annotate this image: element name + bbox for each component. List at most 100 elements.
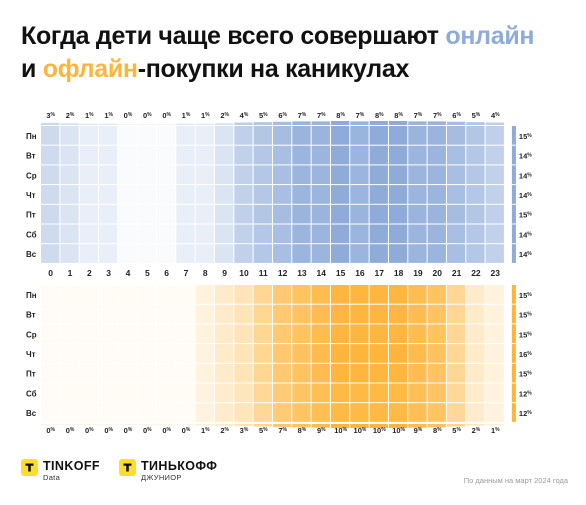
heatmap-cell bbox=[311, 403, 330, 422]
heatmap-cell bbox=[485, 344, 504, 363]
heatmap-cell bbox=[60, 285, 79, 304]
hour-label: 4 bbox=[126, 268, 131, 278]
heatmap-cell bbox=[253, 165, 272, 185]
heatmap-cell bbox=[98, 383, 118, 403]
heatmap-cell bbox=[350, 383, 369, 403]
heatmap-cell bbox=[369, 165, 388, 185]
heatmap-cell bbox=[408, 344, 427, 363]
day-total-bar bbox=[511, 344, 516, 363]
hour-label: 18 bbox=[394, 268, 404, 278]
hour-total-bar bbox=[350, 424, 369, 428]
heatmap-cell bbox=[446, 324, 466, 344]
day-total-bar bbox=[511, 324, 516, 344]
heatmap-cell bbox=[60, 145, 79, 165]
hour-total-bar bbox=[369, 424, 388, 428]
hour-total-bar bbox=[41, 122, 60, 126]
heatmap-cell bbox=[350, 126, 369, 145]
heatmap-cell bbox=[41, 165, 60, 185]
heatmap-cell bbox=[176, 244, 195, 263]
heatmap-cell bbox=[427, 165, 446, 185]
heatmap-cell bbox=[60, 224, 79, 244]
heatmap-cell bbox=[234, 344, 253, 363]
hour-total-bar bbox=[156, 424, 176, 425]
hour-total-bar bbox=[176, 123, 195, 126]
heatmap-cell bbox=[388, 126, 408, 145]
heatmap-cell bbox=[195, 403, 214, 422]
heatmap-cell bbox=[156, 224, 176, 244]
day-total-label: 15% bbox=[519, 330, 532, 339]
day-total-label: 15% bbox=[519, 211, 532, 220]
heatmap-cell bbox=[388, 224, 408, 244]
heatmap-cell bbox=[156, 383, 176, 403]
heatmap-cell bbox=[137, 126, 156, 145]
heatmap-cell bbox=[446, 285, 466, 304]
heatmap-cell bbox=[330, 126, 350, 145]
heatmap-cell bbox=[292, 185, 311, 204]
hour-total-label: 7% bbox=[414, 111, 423, 120]
hour-total-label: 2% bbox=[66, 111, 75, 120]
heatmap-cell bbox=[137, 285, 156, 304]
heatmap-cell bbox=[79, 363, 98, 383]
heatmap-cell bbox=[311, 285, 330, 304]
heatmap-cell bbox=[485, 403, 504, 422]
day-total-label: 14% bbox=[519, 171, 532, 180]
heatmap-cell bbox=[118, 126, 137, 145]
heatmap-cell bbox=[234, 285, 253, 304]
day-total-bar bbox=[511, 224, 516, 244]
heatmap-cell bbox=[427, 244, 446, 263]
heatmap-cell bbox=[60, 126, 79, 145]
day-total-label: 15% bbox=[519, 370, 532, 379]
hour-label: 19 bbox=[413, 268, 423, 278]
heatmap-cell bbox=[98, 363, 118, 383]
heatmap-cell bbox=[292, 224, 311, 244]
hour-total-bar bbox=[137, 124, 156, 125]
hour-total-bar bbox=[156, 124, 176, 125]
heatmap-cell bbox=[408, 324, 427, 344]
heatmap-cell bbox=[272, 145, 292, 165]
heatmap-cell bbox=[156, 285, 176, 304]
heatmap-cell bbox=[466, 126, 485, 145]
day-label: Вс bbox=[26, 409, 37, 418]
hour-total-label: 0% bbox=[104, 426, 113, 435]
day-label: Пт bbox=[26, 211, 36, 220]
junior-logo-name: ТИНЬКОФФ bbox=[141, 459, 218, 473]
heatmap-cell bbox=[253, 324, 272, 344]
hour-total-bar bbox=[311, 424, 330, 428]
heatmap-cell bbox=[369, 126, 388, 145]
heatmap-cell bbox=[137, 363, 156, 383]
hour-label: 9 bbox=[222, 268, 227, 278]
heatmap-cell bbox=[388, 165, 408, 185]
heatmap-cell bbox=[253, 383, 272, 403]
hour-total-label: 7% bbox=[433, 111, 442, 120]
heatmap-cell bbox=[466, 383, 485, 403]
hour-label: 1 bbox=[68, 268, 73, 278]
heatmap-cell bbox=[311, 324, 330, 344]
heatmap-cell bbox=[350, 344, 369, 363]
heatmap-cell bbox=[214, 126, 234, 145]
heatmap-cell bbox=[272, 165, 292, 185]
hour-total-bar bbox=[195, 123, 214, 126]
heatmap-cell bbox=[485, 126, 504, 145]
day-total-bar bbox=[511, 126, 516, 145]
heatmap-cell bbox=[214, 403, 234, 422]
hour-total-bar bbox=[214, 424, 234, 426]
heatmap-cell bbox=[253, 304, 272, 324]
heatmap-cell bbox=[427, 363, 446, 383]
heatmap-cell bbox=[79, 383, 98, 403]
heatmap-cell bbox=[330, 324, 350, 344]
heatmap-cell bbox=[118, 403, 137, 422]
heatmap-cell bbox=[272, 204, 292, 224]
heatmap-cell bbox=[118, 244, 137, 263]
day-total-label: 15% bbox=[519, 311, 532, 320]
heatmap-cell bbox=[195, 324, 214, 344]
heatmap-cell bbox=[79, 324, 98, 344]
heatmap-cell bbox=[79, 344, 98, 363]
hour-total-label: 8% bbox=[394, 111, 403, 120]
heatmap-cell bbox=[234, 403, 253, 422]
hour-total-label: 0% bbox=[85, 426, 94, 435]
heatmap-cell bbox=[60, 324, 79, 344]
heatmap-cell bbox=[350, 363, 369, 383]
heatmap-cell bbox=[176, 344, 195, 363]
heatmap-cell bbox=[408, 244, 427, 263]
